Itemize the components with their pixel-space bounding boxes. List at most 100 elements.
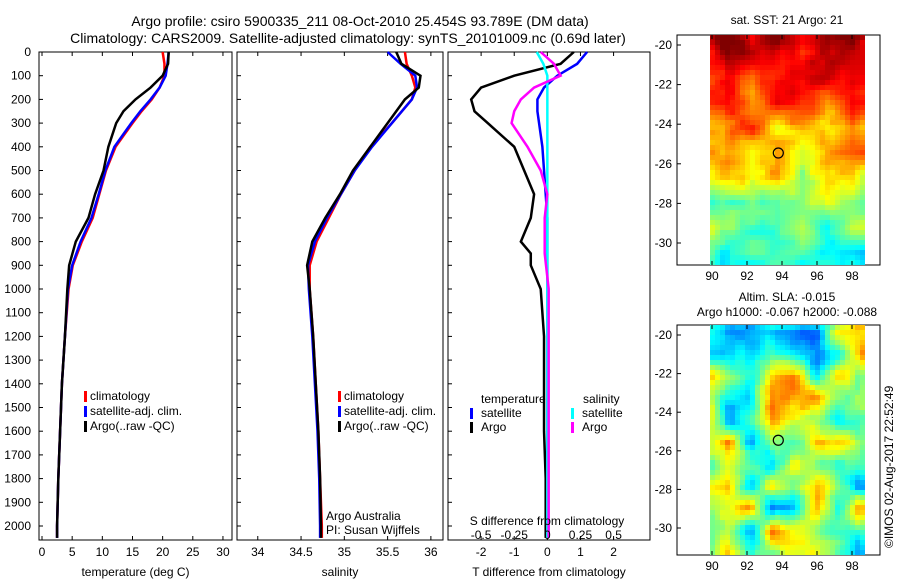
map-cell — [740, 245, 745, 250]
map-cell — [750, 420, 755, 425]
map-cell — [810, 415, 815, 420]
map-cell — [770, 105, 775, 110]
map-cell — [735, 355, 740, 360]
map-cell — [805, 160, 810, 165]
map-cell — [825, 195, 830, 200]
map-cell — [745, 500, 750, 505]
map-cell — [830, 470, 835, 475]
map-cell — [725, 405, 730, 410]
map-cell — [750, 480, 755, 485]
map-cell — [850, 330, 855, 335]
map-cell — [715, 415, 720, 420]
map-cell — [775, 405, 780, 410]
map-cell — [725, 435, 730, 440]
map-cell — [825, 200, 830, 205]
map-cell — [780, 340, 785, 345]
series-argo-raw-qc- — [305, 51, 422, 538]
map-cell — [780, 210, 785, 215]
map-cell — [780, 525, 785, 530]
map-cell — [765, 75, 770, 80]
map-cell — [785, 225, 790, 230]
map-cell — [835, 230, 840, 235]
map-cell — [840, 210, 845, 215]
map-cell — [810, 385, 815, 390]
map-cell — [805, 485, 810, 490]
map-cell — [740, 55, 745, 60]
map-cell — [810, 345, 815, 350]
map-cell — [855, 55, 860, 60]
map-cell — [780, 385, 785, 390]
map-cell — [785, 500, 790, 505]
map-cell — [735, 520, 740, 525]
map-cell — [735, 170, 740, 175]
map-cell — [735, 40, 740, 45]
map-cell — [750, 75, 755, 80]
map-cell — [740, 435, 745, 440]
map-cell — [755, 535, 760, 540]
map-cell — [810, 455, 815, 460]
map-cell — [720, 240, 725, 245]
map-cell — [765, 340, 770, 345]
map-cell — [790, 225, 795, 230]
map-cell — [730, 525, 735, 530]
map-cell — [820, 245, 825, 250]
map-cell — [730, 505, 735, 510]
map-cell — [855, 170, 860, 175]
map-cell — [785, 340, 790, 345]
map-cell — [850, 160, 855, 165]
map-cell — [800, 90, 805, 95]
map-cell — [800, 105, 805, 110]
map-cell — [810, 40, 815, 45]
map-cell — [795, 80, 800, 85]
map-cell — [790, 520, 795, 525]
map-cell — [835, 385, 840, 390]
map-cell — [840, 350, 845, 355]
map-cell — [790, 95, 795, 100]
map-cell — [755, 350, 760, 355]
map-cell — [720, 375, 725, 380]
map-cell — [750, 240, 755, 245]
map-cell — [715, 500, 720, 505]
map-cell — [805, 50, 810, 55]
map-cell — [815, 175, 820, 180]
map-cell — [830, 525, 835, 530]
map-cell — [725, 375, 730, 380]
y-tick-label: 700 — [11, 211, 31, 225]
map-cell — [735, 255, 740, 260]
map-cell — [795, 35, 800, 40]
map-cell — [785, 350, 790, 355]
map-cell — [835, 205, 840, 210]
map-cell — [795, 420, 800, 425]
map-cell — [820, 155, 825, 160]
map-cell — [795, 355, 800, 360]
map-cell — [785, 335, 790, 340]
x-tick-label: 2 — [610, 545, 617, 559]
map-cell — [810, 525, 815, 530]
map-cell — [740, 65, 745, 70]
map-cell — [750, 450, 755, 455]
map-cell — [775, 210, 780, 215]
map-cell — [770, 140, 775, 145]
map-cell — [760, 100, 765, 105]
map-cell — [740, 190, 745, 195]
map-cell — [810, 390, 815, 395]
map-cell — [720, 180, 725, 185]
map-cell — [790, 525, 795, 530]
map-cell — [725, 455, 730, 460]
map-cell — [715, 210, 720, 215]
map-cell — [805, 490, 810, 495]
map-cell — [790, 350, 795, 355]
map-cell — [760, 490, 765, 495]
map-cell — [790, 395, 795, 400]
map-cell — [785, 485, 790, 490]
map-cell — [825, 260, 830, 265]
map-cell — [775, 380, 780, 385]
map-cell — [755, 120, 760, 125]
map-cell — [780, 75, 785, 80]
map-cell — [750, 335, 755, 340]
map-cell — [795, 415, 800, 420]
map-cell — [770, 185, 775, 190]
map-cell — [710, 355, 715, 360]
map-cell — [795, 525, 800, 530]
map-cell — [835, 190, 840, 195]
